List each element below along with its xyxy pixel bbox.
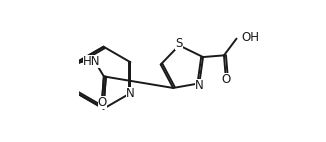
Text: O: O — [97, 96, 107, 109]
Text: HN: HN — [83, 55, 101, 68]
Text: N: N — [195, 79, 204, 92]
Text: O: O — [221, 73, 230, 86]
Text: OH: OH — [241, 31, 259, 44]
Text: S: S — [175, 37, 183, 50]
Text: N: N — [126, 87, 135, 100]
